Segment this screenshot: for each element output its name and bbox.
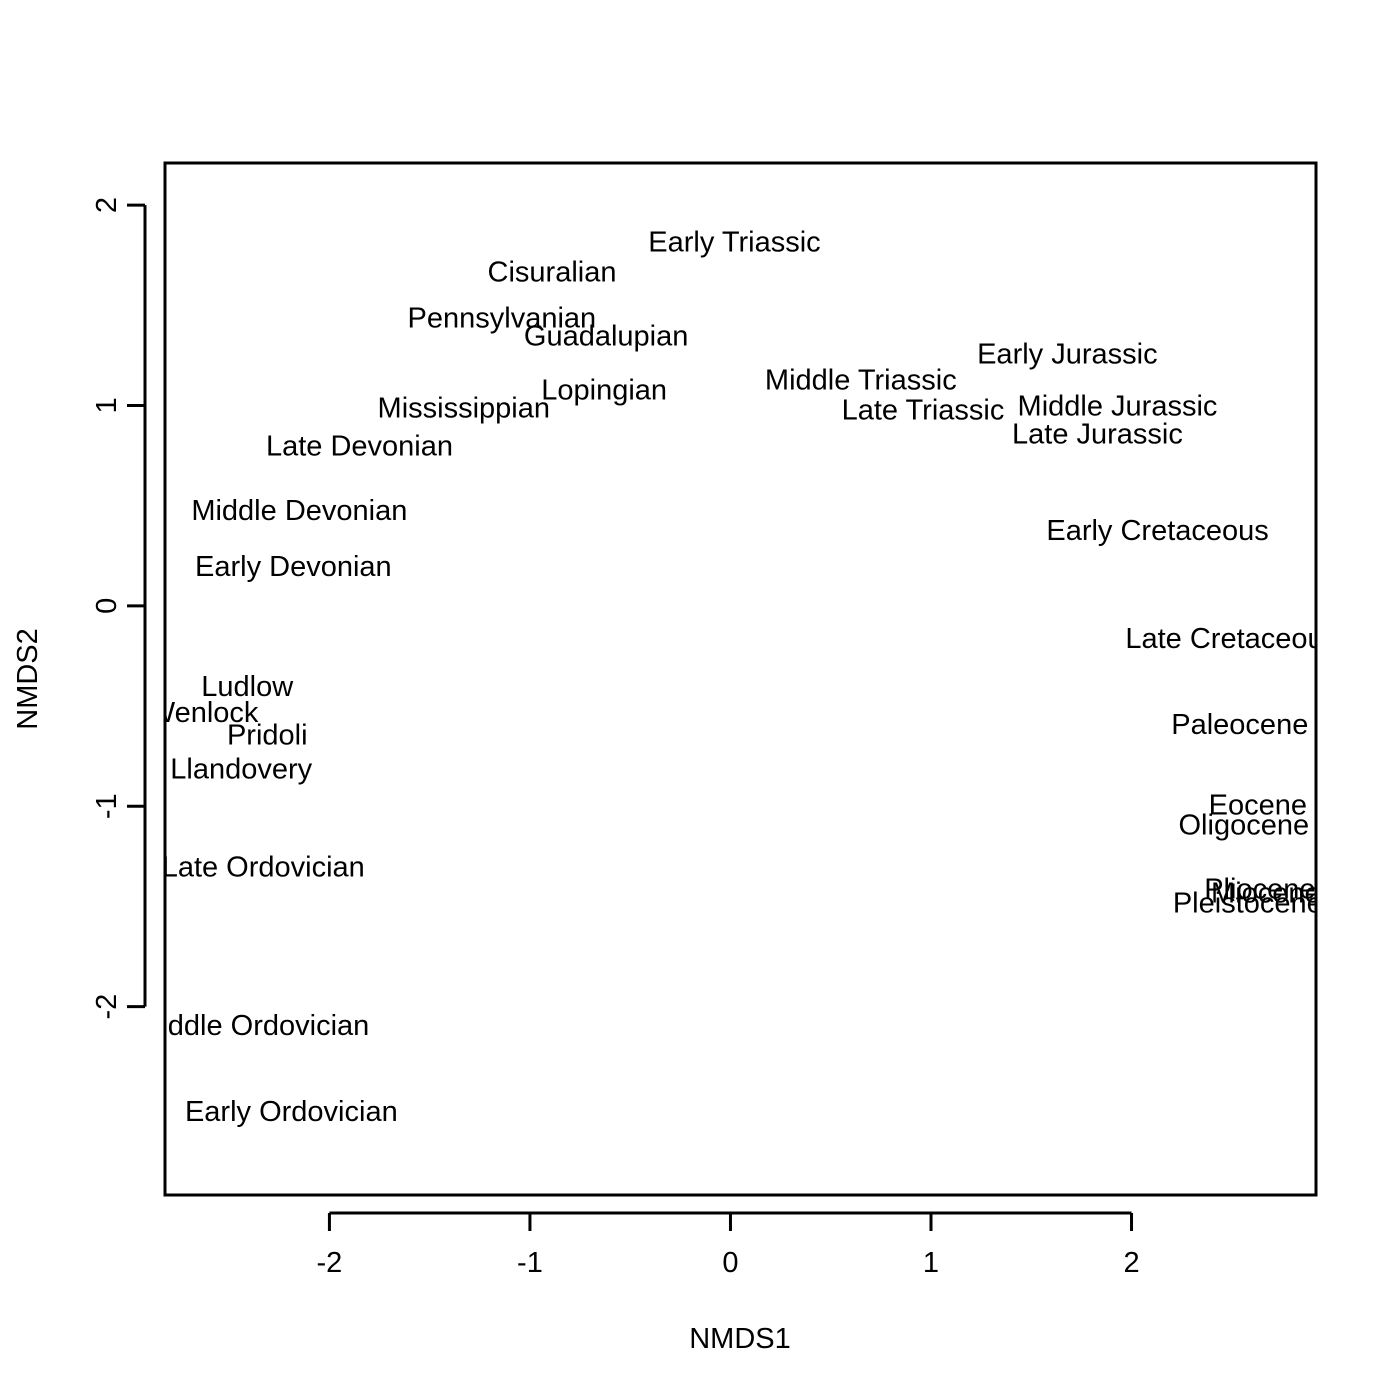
x-tick-label: 2 — [1123, 1247, 1139, 1279]
point-label: Guadalupian — [524, 320, 688, 352]
point-label: Pennsylvanian — [408, 302, 597, 334]
point-label: Late Jurassic — [1012, 419, 1183, 451]
x-axis: -2 -1 0 1 2 — [317, 1211, 1140, 1279]
point-label: Middle Ordovician — [137, 1010, 369, 1042]
point-label: Early Triassic — [648, 226, 820, 258]
point-label: Early Cretaceous — [1046, 515, 1268, 547]
point-label: Late Devonian — [266, 431, 453, 463]
point-label: Pridoli — [227, 719, 308, 751]
x-tick-label: -1 — [517, 1247, 543, 1279]
point-label: Early Devonian — [195, 551, 392, 583]
x-tick-label: -2 — [317, 1247, 343, 1279]
x-axis-title: NMDS1 — [689, 1323, 791, 1355]
point-label: Pleistocene — [1173, 888, 1323, 920]
y-tick-label: 2 — [91, 197, 123, 213]
y-tick-label: -1 — [91, 793, 123, 819]
point-label: Wenlock — [148, 697, 259, 729]
point-label: Paleocene — [1171, 709, 1308, 741]
point-label: Early Ordovician — [185, 1096, 398, 1128]
point-label: Middle Jurassic — [1018, 391, 1218, 423]
point-label: Miocene — [1211, 878, 1321, 910]
plot-frame — [163, 161, 1318, 1197]
y-tick-label: 1 — [91, 397, 123, 413]
y-axis: -2 -1 0 1 2 — [91, 197, 147, 1020]
point-label: Llandovery — [170, 753, 312, 785]
point-label: Late Triassic — [842, 395, 1005, 427]
point-label: Eocene — [1209, 789, 1307, 821]
y-axis-title: NMDS2 — [12, 628, 44, 730]
y-tick-label: 0 — [91, 598, 123, 614]
point-label: Late Ordovician — [162, 852, 365, 884]
point-label: Ludlow — [201, 671, 294, 703]
y-tick-label: -2 — [91, 994, 123, 1020]
x-tick-label: 1 — [923, 1247, 939, 1279]
point-label: Middle Devonian — [191, 495, 407, 527]
x-tick-label: 0 — [722, 1247, 738, 1279]
point-label: Cisuralian — [488, 256, 617, 288]
point-label: Mississippian — [378, 393, 550, 425]
point-labels: Early Triassic Cisuralian PennsylvanianGua… — [137, 226, 1338, 1128]
point-label: Middle Triassic — [765, 365, 957, 397]
point-label: Lopingian — [541, 375, 667, 407]
point-label: Early Jurassic — [977, 339, 1158, 371]
point-label: Late Cretaceous — [1125, 623, 1338, 655]
point-label: Pliocene — [1204, 874, 1315, 906]
point-label: Oligocene — [1179, 809, 1310, 841]
